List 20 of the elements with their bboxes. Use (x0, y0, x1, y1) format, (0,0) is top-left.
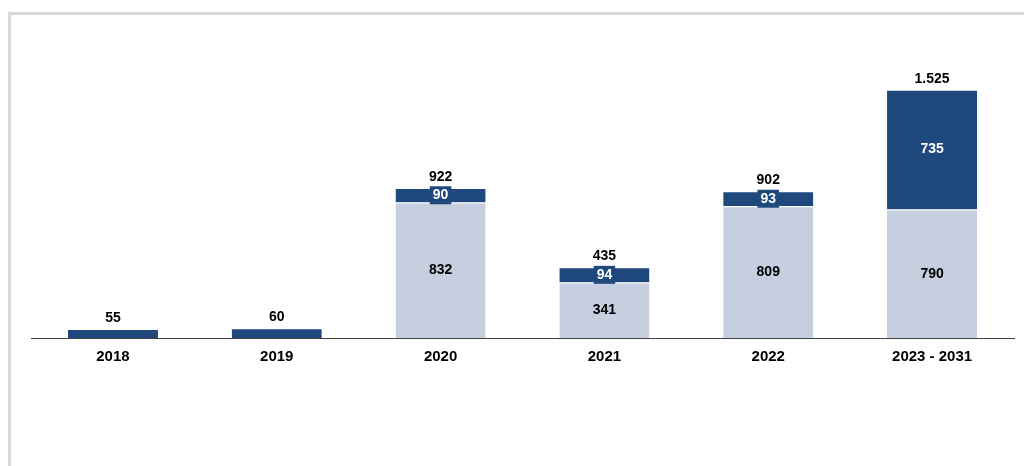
total-label: 1.525 (914, 69, 950, 86)
data-label: 809 (756, 263, 781, 280)
data-label: 93 (760, 189, 777, 206)
x-tick-label: 2023 - 2031 (892, 347, 973, 365)
data-label: 735 (920, 140, 944, 157)
data-label: 832 (428, 261, 453, 278)
total-label: 60 (268, 308, 285, 325)
x-tick-label: 2020 (423, 347, 458, 365)
data-label: 90 (432, 186, 449, 203)
x-tick-label: 2018 (96, 347, 130, 365)
total-label: 902 (756, 171, 781, 188)
total-label: 922 (428, 167, 453, 184)
x-tick-label: 2019 (260, 347, 294, 365)
data-label: 341 (592, 301, 617, 318)
data-label: 790 (920, 264, 944, 281)
data-label: 94 (596, 265, 613, 282)
x-tick-label: 2021 (587, 347, 622, 365)
x-tick-label: 2022 (751, 347, 785, 365)
total-label: 55 (105, 308, 121, 325)
total-label: 435 (592, 247, 617, 264)
